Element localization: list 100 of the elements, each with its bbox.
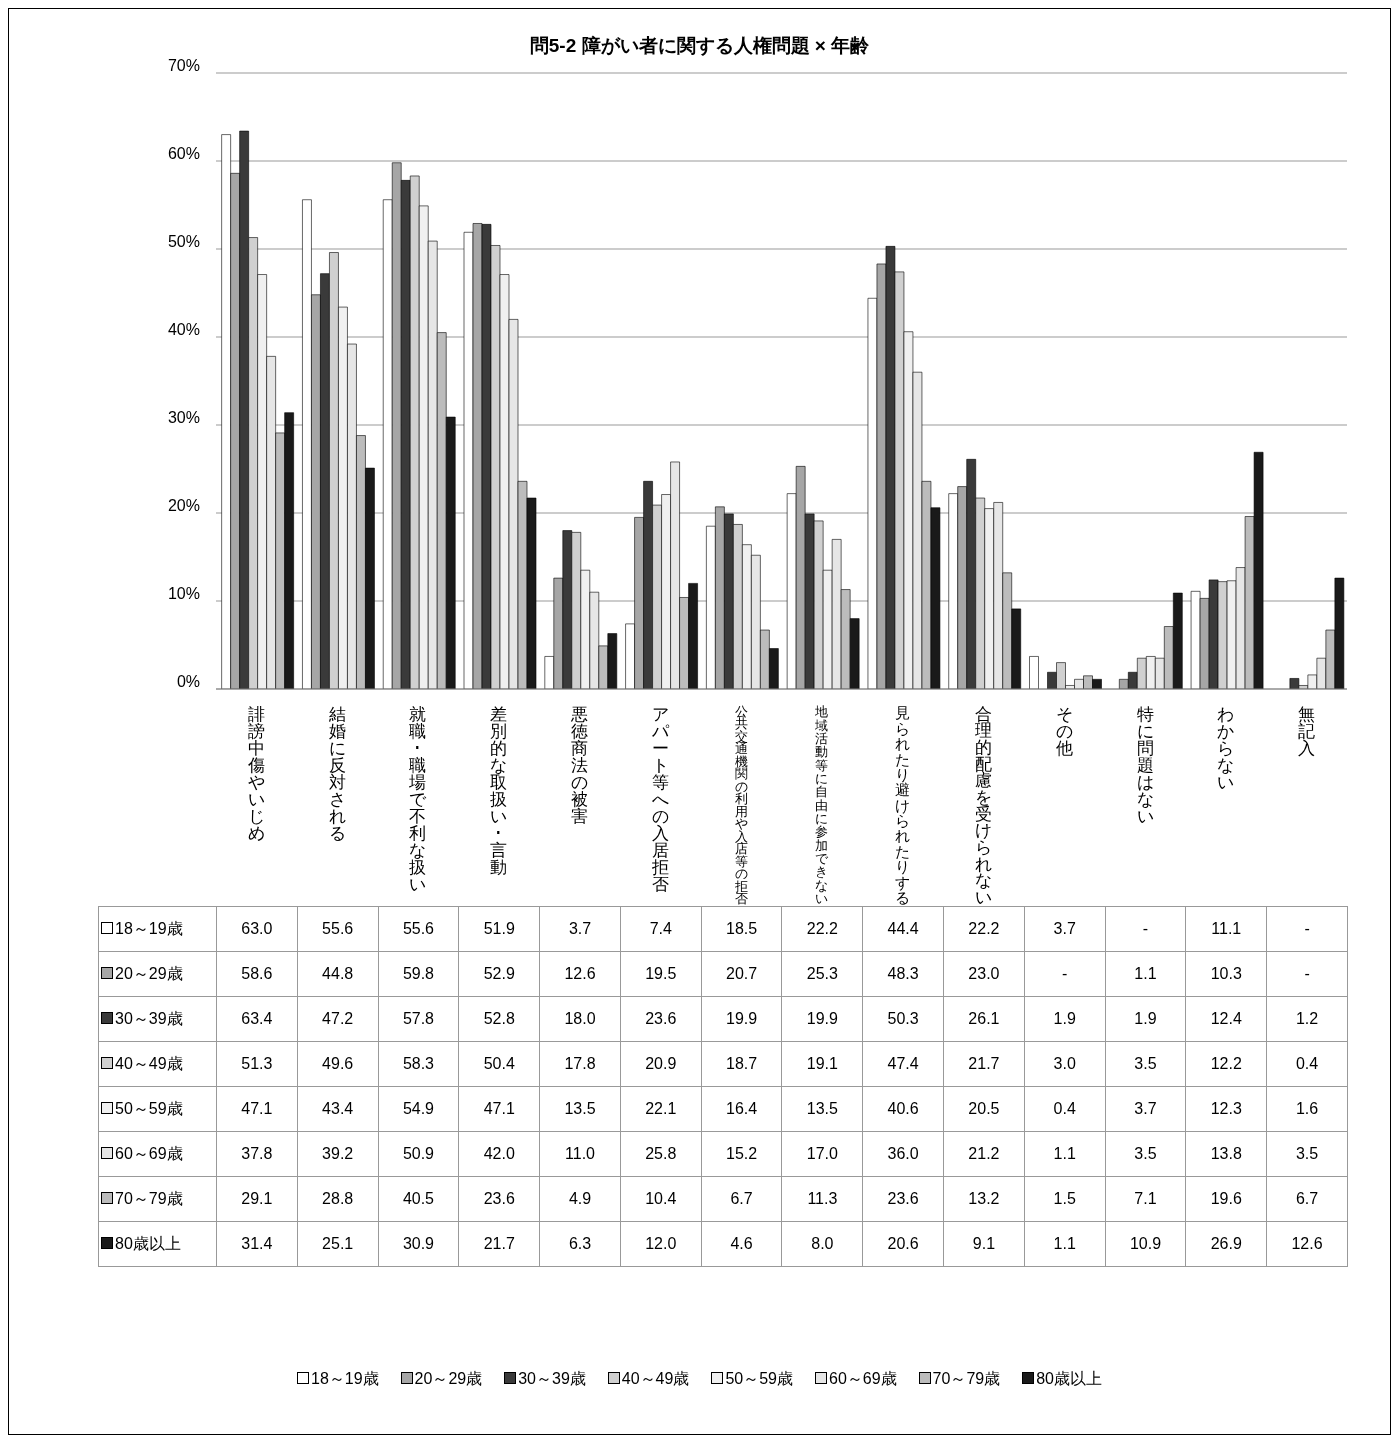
data-label: 25.8: [620, 1131, 702, 1177]
text: -: [1304, 920, 1310, 937]
y-tick-label: 10%: [167, 584, 200, 602]
data-label: 12.0: [620, 1221, 702, 1267]
text: -: [1062, 965, 1068, 982]
legend-label: 40～49歳: [98, 1041, 217, 1087]
legend-label: 60～69歳: [98, 1131, 217, 1177]
data-label: 31.4: [216, 1221, 298, 1267]
x-tick-label: わからない: [1217, 705, 1235, 792]
data-label: 44.8: [297, 951, 379, 997]
legend-label: 70～79歳: [98, 1176, 217, 1222]
data-label: 20.5: [943, 1086, 1025, 1132]
data-label: 12.6: [1266, 1221, 1348, 1267]
data-label: 21.7: [943, 1041, 1025, 1087]
data-label: 3.7: [1024, 906, 1106, 952]
y-tick-label: 70%: [167, 56, 200, 74]
text: -: [1142, 920, 1149, 937]
text: 20～29歳: [414, 1370, 483, 1387]
category-label: アパート等への入居拒否: [651, 705, 669, 894]
data-label: 40.5: [378, 1176, 459, 1222]
data-label: 25.3: [781, 951, 863, 997]
text: -: [1304, 965, 1310, 982]
data-label: 21.2: [943, 1131, 1025, 1177]
data-label: 23.6: [862, 1176, 944, 1222]
data-label: 21.7: [458, 1221, 540, 1267]
data-label: 3.5: [1105, 1131, 1186, 1177]
data-label: 19.9: [781, 996, 863, 1042]
data-label: 13.2: [943, 1176, 1025, 1222]
data-label: 13.5: [539, 1086, 621, 1132]
data-label: 26.1: [943, 996, 1025, 1042]
data-label: 1.1: [1105, 951, 1186, 997]
data-label: 11.1: [1185, 906, 1267, 952]
data-label: 17.8: [539, 1041, 621, 1087]
data-label: 12.3: [1185, 1086, 1267, 1132]
data-label: 28.8: [297, 1176, 379, 1222]
data-label: 22.1: [620, 1086, 702, 1132]
data-label: 0.4: [1266, 1041, 1348, 1087]
data-label: 55.6: [297, 906, 379, 952]
data-label: 52.8: [458, 996, 540, 1042]
legend-label: 20～29歳: [98, 951, 217, 997]
data-label: 1.9: [1024, 996, 1106, 1042]
data-label: 19.6: [1185, 1176, 1267, 1222]
data-label: 19.1: [781, 1041, 863, 1087]
legend-label: 50～59歳: [98, 1086, 217, 1132]
data-label: 6.7: [1266, 1176, 1348, 1222]
data-label: 58.3: [378, 1041, 459, 1087]
data-label: 18.7: [701, 1041, 782, 1087]
data-label: 63.4: [216, 996, 298, 1042]
data-label: 6.7: [701, 1176, 782, 1222]
text: 50～59歳: [725, 1370, 793, 1387]
y-tick-label: 60%: [167, 144, 200, 162]
data-label: 1.5: [1024, 1176, 1106, 1222]
y-tick-label: 0%: [176, 672, 200, 690]
data-label: 3.5: [1105, 1041, 1186, 1087]
data-label: 48.3: [862, 951, 944, 997]
data-label: 50.4: [458, 1041, 540, 1087]
data-label: 22.2: [943, 906, 1025, 952]
data-label: 10.3: [1185, 951, 1267, 997]
text: 60～69歳: [828, 1370, 897, 1387]
data-label: 3.7: [1105, 1086, 1186, 1132]
data-label: 9.1: [943, 1221, 1025, 1267]
data-label: 18.0: [539, 996, 621, 1042]
data-label: 13.8: [1185, 1131, 1267, 1177]
data-label: 1.9: [1105, 996, 1186, 1042]
category-label: 就職･職場で不利な扱い: [409, 705, 427, 894]
data-label: 39.2: [297, 1131, 379, 1177]
data-label: 51.9: [458, 906, 540, 952]
data-label: 3.5: [1266, 1131, 1348, 1177]
x-tick-label: 誹謗中傷やいじめ: [246, 705, 265, 843]
category-label: 公共交通機関の利用や入店等の拒否: [734, 704, 748, 906]
legend-label: 80歳以上: [98, 1221, 217, 1267]
data-label: 20.7: [701, 951, 782, 997]
y-tick-label: 50%: [167, 232, 200, 250]
data-label: 37.8: [216, 1131, 298, 1177]
data-label: 59.8: [378, 951, 459, 997]
x-tick-label: 結婚に反対される: [327, 705, 346, 843]
data-label: 4.6: [701, 1221, 782, 1267]
data-label: 17.0: [781, 1131, 863, 1177]
data-label: 19.9: [701, 996, 782, 1042]
data-label: 11.3: [781, 1176, 863, 1222]
data-label: 50.3: [862, 996, 944, 1042]
data-label: 44.4: [862, 906, 944, 952]
category-label: 地域活動等に自由に参加できない: [815, 704, 829, 906]
data-label: 55.6: [378, 906, 459, 952]
y-tick-label: 40%: [167, 320, 200, 338]
data-label: 1.1: [1024, 1131, 1106, 1177]
text: 18～19歳: [311, 1370, 379, 1387]
data-label: 47.1: [458, 1086, 540, 1132]
x-tick-label: 無記入: [1298, 705, 1316, 758]
data-label: 40.6: [862, 1086, 944, 1132]
data-label: 11.0: [539, 1131, 621, 1177]
data-label: 42.0: [458, 1131, 540, 1177]
data-label: 25.1: [297, 1221, 379, 1267]
category-label: 差別的な取扱い･言動: [490, 705, 508, 877]
data-label: 1.6: [1266, 1086, 1348, 1132]
data-label: 6.3: [539, 1221, 621, 1267]
text: 40～49歳: [621, 1370, 690, 1387]
data-label: 3.7: [539, 906, 621, 952]
data-label: 43.4: [297, 1086, 379, 1132]
data-label: 0.4: [1024, 1086, 1106, 1132]
